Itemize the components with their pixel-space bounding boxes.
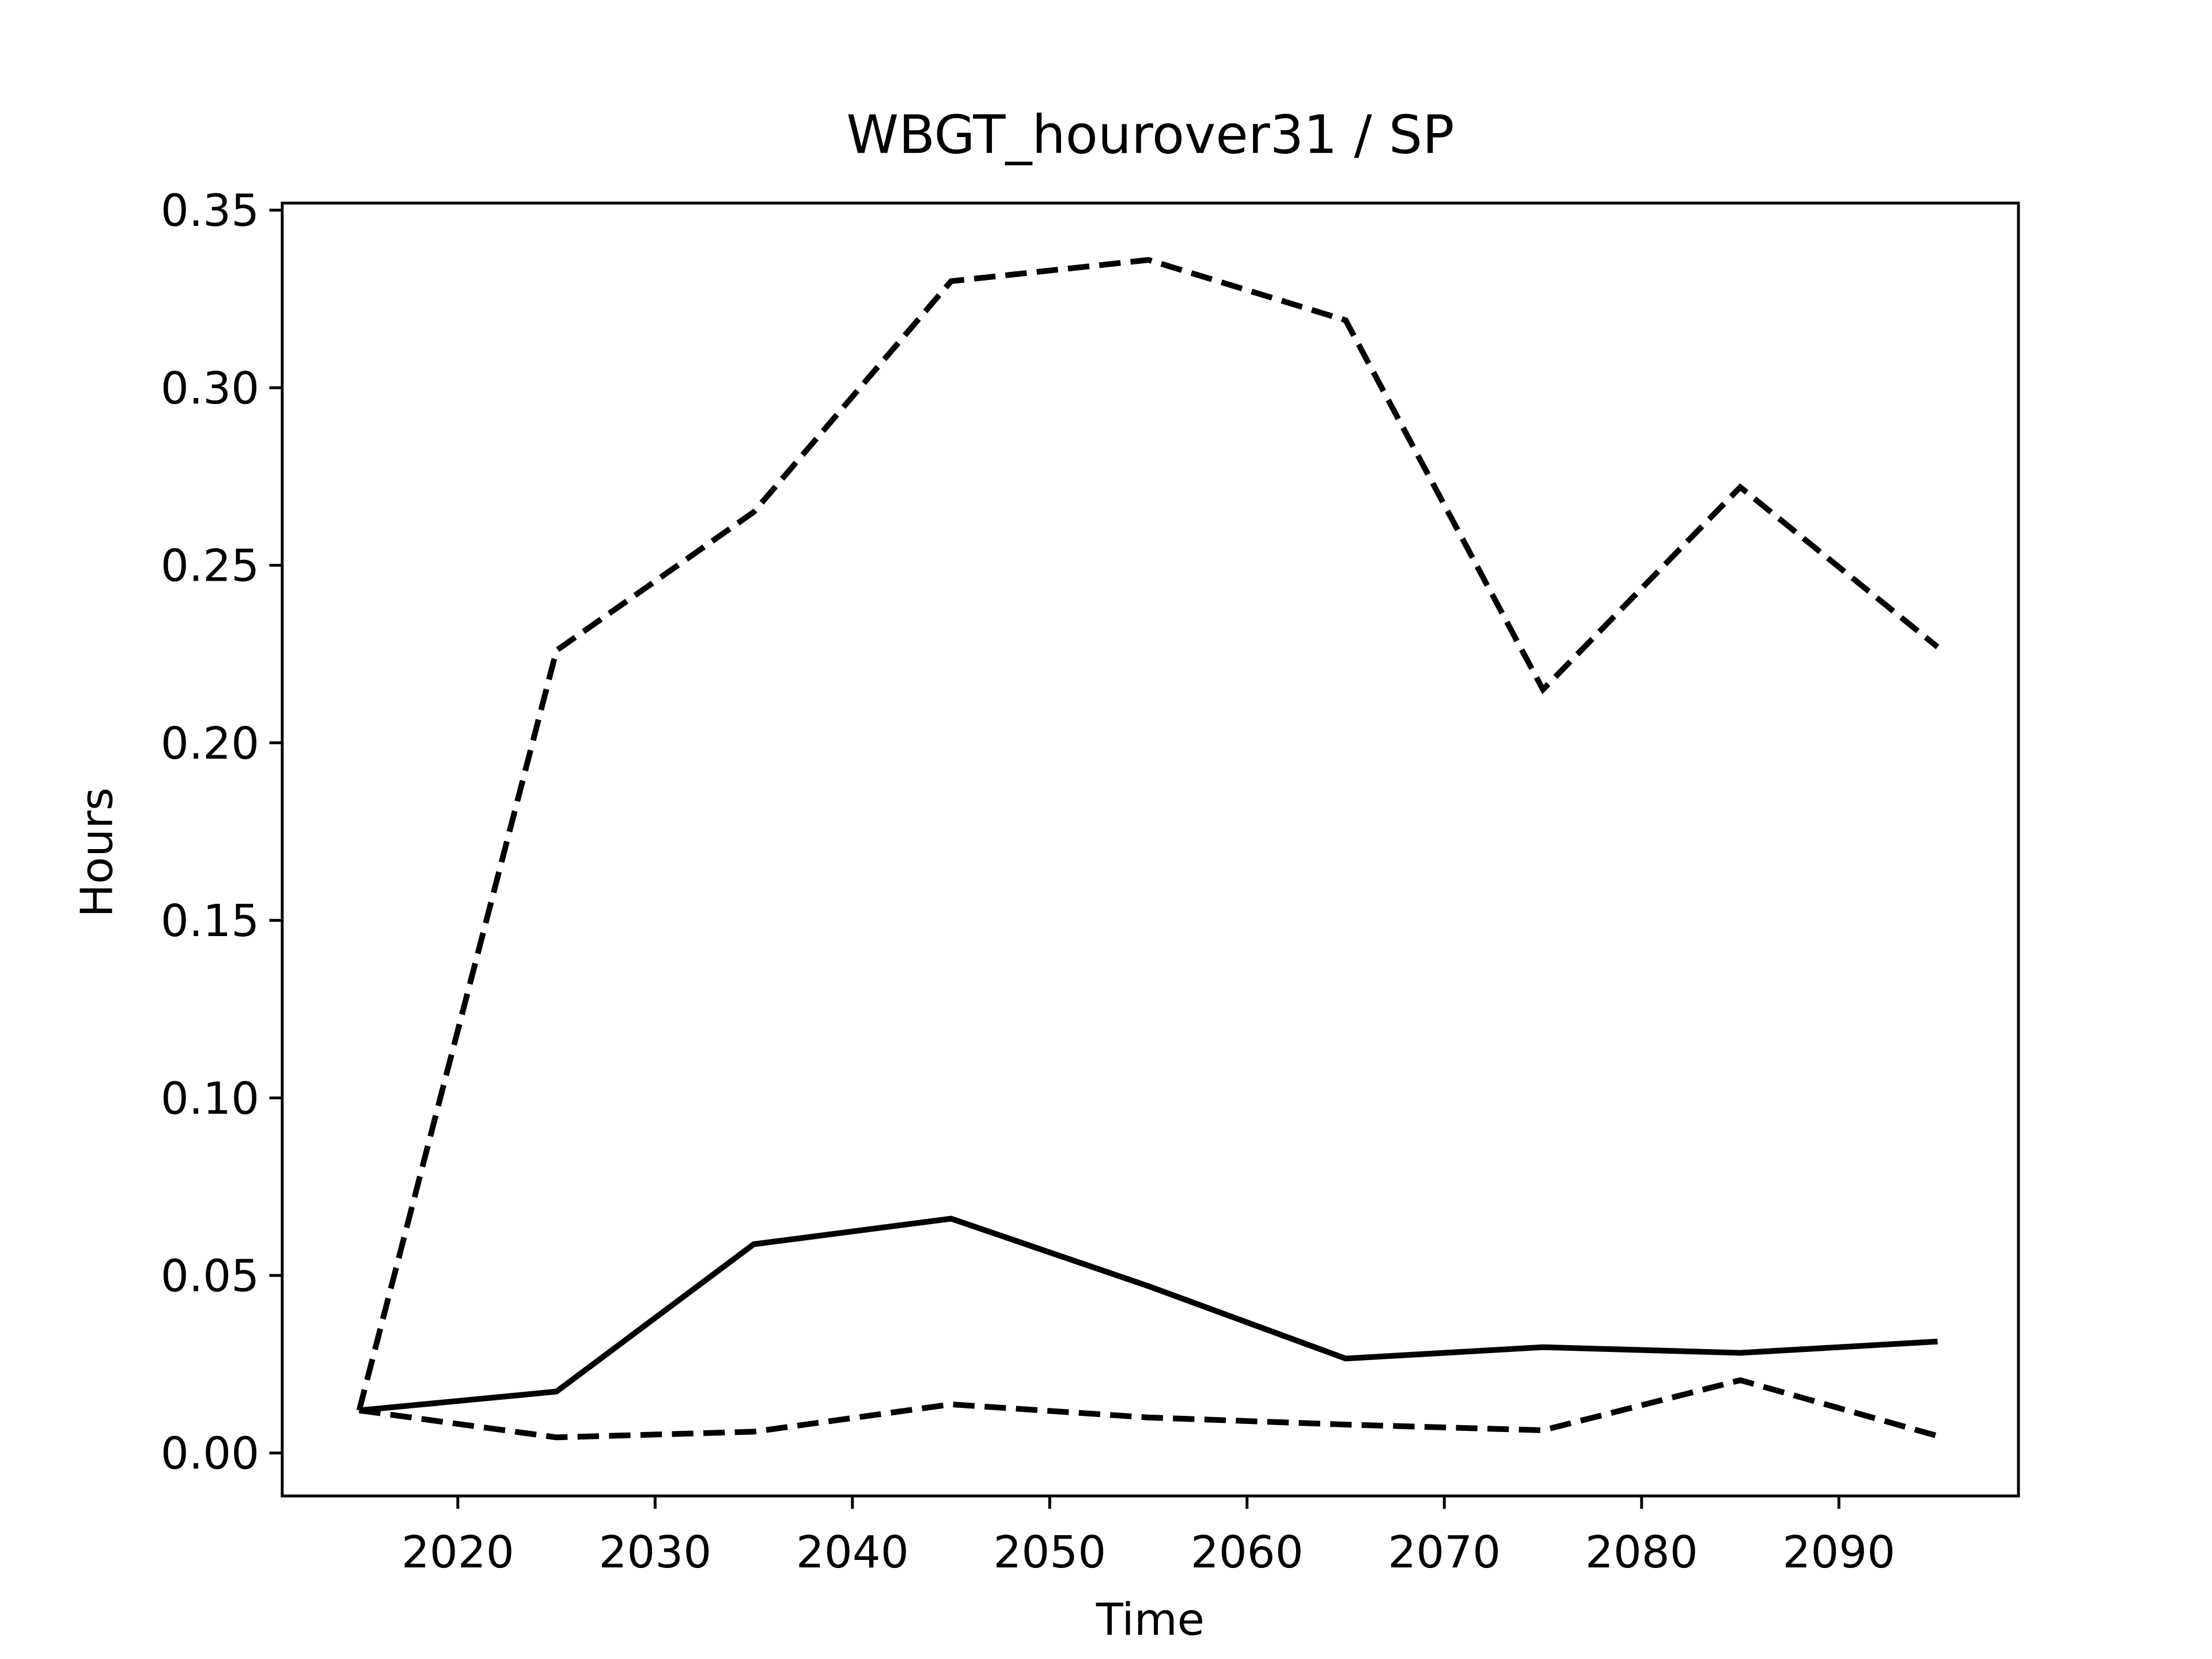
y-axis-label: Hours [71,787,123,917]
y-tick-label: 0.35 [161,185,259,237]
x-tick-label: 2020 [402,1527,514,1578]
y-tick-label: 0.00 [161,1429,259,1480]
y-tick-label: 0.10 [161,1073,259,1124]
y-tick-label: 0.05 [161,1251,259,1302]
axes-frame [281,202,2020,1498]
y-tick-label: 0.30 [161,363,259,414]
y-tick-label: 0.20 [161,718,259,770]
x-tick-label: 2060 [1191,1527,1304,1578]
line-series [359,1215,1938,1414]
line-series [358,1377,1938,1441]
y-tick-label: 0.15 [161,896,259,947]
y-tick-label: 0.25 [161,541,259,592]
x-axis-label: Time [1096,1594,1205,1646]
line-series [356,257,1940,1411]
chart-title: WBGT_hourover31 / SP [846,104,1454,166]
x-tick-label: 2040 [796,1527,909,1578]
x-tick-label: 2080 [1585,1527,1698,1578]
x-tick-label: 2090 [1782,1527,1895,1578]
x-tick-label: 2050 [993,1527,1106,1578]
plot-area [356,257,1940,1441]
x-tick-label: 2030 [599,1527,711,1578]
x-tick-label: 2070 [1388,1527,1501,1578]
